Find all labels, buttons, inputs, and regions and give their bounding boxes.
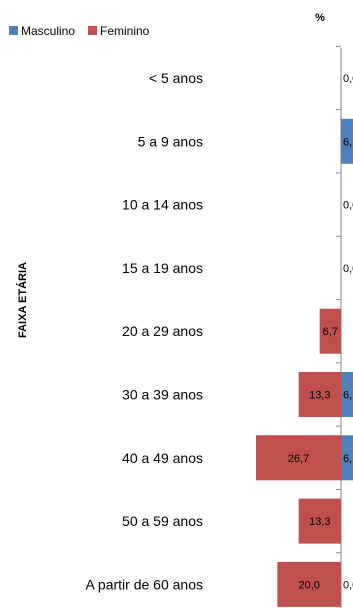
bar-masculino <box>341 372 353 417</box>
data-label-feminino: 13,3 <box>309 516 330 528</box>
bar-feminino <box>298 372 341 417</box>
data-label-feminino: 6,7 <box>323 326 338 338</box>
category-labels: < 5 anos 5 a 9 anos 10 a 14 anos 15 a 19 an… <box>85 70 203 592</box>
category-label: A partir de 60 anos <box>85 576 203 592</box>
legend-swatch-feminino <box>88 26 97 35</box>
data-label-feminino: 13,3 <box>309 390 330 402</box>
bar-masculino <box>341 118 353 164</box>
data-label-feminino: 20,0 <box>298 579 319 591</box>
bars <box>256 118 353 607</box>
data-labels: 0,0 6, 0,0 0,0 6,7 13,3 6, 26,7 6, 13,3 20,0 0,0 <box>288 73 353 591</box>
category-label: 15 a 19 anos <box>122 260 203 276</box>
bar-masculino <box>341 435 353 481</box>
legend-swatch-masculino <box>9 26 18 35</box>
data-label-masculino: 6, <box>343 136 352 148</box>
y-axis-label: FAIXA ETÁRIA <box>16 262 29 338</box>
chart-title: % <box>315 12 325 24</box>
data-label-feminino: 26,7 <box>288 453 309 465</box>
bar-feminino <box>277 561 341 607</box>
data-label-masculino: 0,0 <box>343 263 353 275</box>
legend-label-masculino: Masculino <box>21 24 75 38</box>
category-label: 20 a 29 anos <box>122 323 203 339</box>
legend-label-feminino: Feminino <box>100 24 150 38</box>
category-label: 40 a 49 anos <box>122 450 203 466</box>
data-label-masculino: 6, <box>343 453 352 465</box>
bar-feminino <box>298 498 341 544</box>
data-label-masculino: 0,0 <box>343 73 353 85</box>
data-label-masculino: 0,0 <box>343 579 353 591</box>
category-label: 10 a 14 anos <box>122 197 203 213</box>
category-label: 5 a 9 anos <box>138 133 203 149</box>
data-label-masculino: 6, <box>343 390 352 402</box>
legend: Masculino Feminino <box>9 24 150 38</box>
category-label: 50 a 59 anos <box>122 513 203 529</box>
category-label: < 5 anos <box>149 70 203 86</box>
bar-feminino <box>256 435 341 481</box>
category-label: 30 a 39 anos <box>122 387 203 403</box>
bar-feminino <box>319 308 341 354</box>
axis-ticks <box>336 45 341 554</box>
data-label-masculino: 0,0 <box>343 200 353 212</box>
